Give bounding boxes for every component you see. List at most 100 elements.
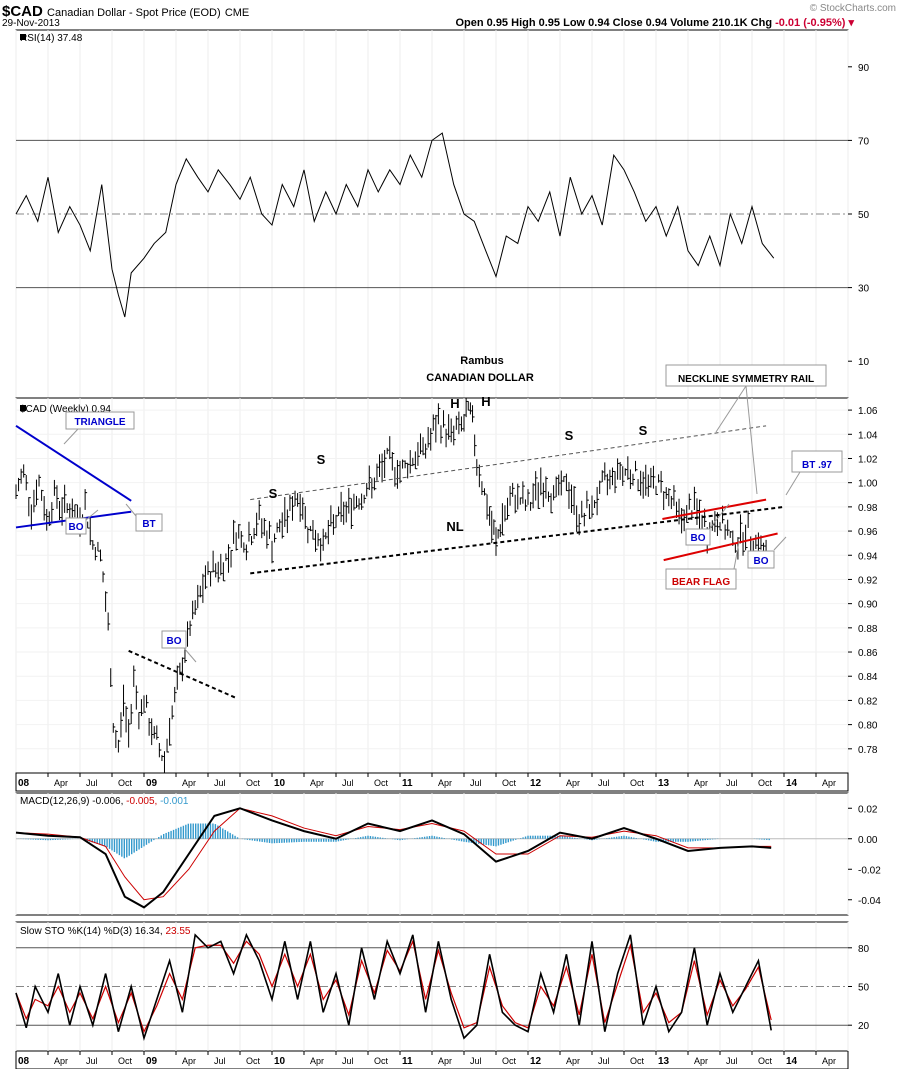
y-tick-label-price: 1.04 [858, 430, 878, 441]
x-tick-label-bottom: Jul [86, 1056, 98, 1066]
x-tick-label-top: Oct [630, 778, 645, 788]
bear-flag-upper-line [662, 498, 767, 520]
y-tick-label-rsi: 70 [858, 136, 870, 147]
annotation-triangle-box [65, 411, 135, 430]
y-tick-label-price: 1.00 [858, 479, 878, 490]
annotation-bo-1-label: BO [69, 522, 84, 533]
head-h-1: H [450, 396, 459, 411]
sto-label: Slow STO %K(14) %D(3) 16.34, 23.55 [20, 926, 191, 937]
x-tick-label-top: 10 [274, 778, 286, 789]
rail-pointer-1 [715, 385, 747, 433]
y-tick-label-price: 0.86 [858, 648, 878, 659]
x-tick-label-bottom: Apr [438, 1056, 452, 1066]
annotation-bo-4-label: BO [754, 556, 769, 567]
annotation-bo-1-box [65, 517, 87, 535]
x-tick-label-bottom: Oct [630, 1056, 645, 1066]
y-tick-label-sto: 80 [858, 944, 870, 955]
x-tick-label-top: Jul [726, 778, 738, 788]
x-tick-label-bottom: Apr [694, 1056, 708, 1066]
x-tick-label-top: Oct [502, 778, 517, 788]
x-tick-label-bottom: 12 [530, 1056, 542, 1067]
down-arrow-icon: ▾ [848, 17, 854, 29]
x-tick-label-top: Jul [598, 778, 610, 788]
annotation-triangle-label: TRIANGLE [74, 417, 125, 428]
y-tick-label-price: 0.88 [858, 624, 878, 635]
x-tick-label-bottom: 09 [146, 1056, 158, 1067]
x-tick-label-top: 11 [402, 778, 413, 789]
chart-symbol-title: $CAD Canadian Dollar - Spot Price (EOD) … [2, 3, 249, 20]
x-tick-label-bottom: 14 [786, 1056, 798, 1067]
y-tick-label-rsi: 50 [858, 210, 870, 221]
chart-author: Rambus [460, 355, 503, 367]
y-tick-label-macd: -0.04 [858, 896, 881, 907]
bo-3-pointer [709, 503, 730, 529]
x-tick-label-top: Oct [758, 778, 773, 788]
shoulder-s-4: S [639, 423, 648, 438]
neckline-symmetry-rail [250, 425, 767, 501]
rsi-marker [20, 34, 26, 40]
rail-pointer-2 [745, 385, 758, 495]
y-tick-label-rsi: 10 [858, 357, 870, 368]
x-tick-label-top: 08 [18, 778, 30, 789]
x-tick-label-top: Jul [86, 778, 98, 788]
x-tick-label-bottom: Apr [54, 1056, 68, 1066]
x-tick-label-bottom: Jul [726, 1056, 738, 1066]
x-tick-label-bottom: Oct [502, 1056, 517, 1066]
x-tick-label-top: Apr [694, 778, 708, 788]
chart-header: $CAD Canadian Dollar - Spot Price (EOD) … [0, 0, 900, 30]
open-value: 0.95 [486, 17, 509, 29]
x-tick-label-bottom: Apr [310, 1056, 324, 1066]
x-tick-label-bottom: Jul [598, 1056, 610, 1066]
price-marker [20, 405, 26, 411]
annotation-bo-4-box [747, 550, 775, 569]
y-tick-label-price: 0.94 [858, 551, 878, 562]
x-tick-label-top: 09 [146, 778, 158, 789]
y-tick-label-price: 0.84 [858, 672, 878, 683]
x-tick-label-bottom: 13 [658, 1056, 670, 1067]
head-h-2: H [481, 394, 490, 409]
y-tick-label-price: 0.98 [858, 503, 878, 514]
x-tick-label-top: Apr [822, 778, 836, 788]
x-tick-label-bottom: 11 [402, 1056, 413, 1067]
price-label: $CAD (Weekly) 0.94 [20, 404, 111, 415]
y-tick-label-price: 0.82 [858, 696, 878, 707]
macd-label: MACD(12,26,9) -0.006, -0.005, -0.001 [20, 796, 189, 807]
y-tick-label-price: 1.02 [858, 454, 878, 465]
x-tick-label-top: Jul [470, 778, 482, 788]
change-value: -0.01 (-0.95%) [775, 17, 846, 29]
high-value: 0.95 [538, 17, 561, 29]
shoulder-s-3: S [565, 428, 574, 443]
ohlc-readout: Open 0.95 High 0.95 Low 0.94 Close 0.94 … [455, 17, 854, 29]
bt-pointer [125, 503, 137, 517]
chart-title: CANADIAN DOLLAR [426, 372, 534, 384]
y-tick-label-macd: 0.00 [858, 835, 878, 846]
y-tick-label-price: 0.90 [858, 600, 878, 611]
rsi-label: RSI(14) 37.48 [20, 33, 83, 44]
sto-d-line [15, 939, 772, 1034]
x-tick-label-top: Apr [54, 778, 68, 788]
x-tick-label-top: 13 [658, 778, 670, 789]
x-tick-label-bottom: 08 [18, 1056, 30, 1067]
x-tick-label-top: Jul [342, 778, 354, 788]
y-tick-label-macd: 0.02 [858, 804, 878, 815]
x-tick-label-bottom: Oct [374, 1056, 389, 1066]
bo-4-pointer [773, 536, 787, 551]
bo-1-pointer [85, 509, 99, 521]
y-tick-label-price: 0.92 [858, 575, 878, 586]
annotation-bt-97-box [791, 450, 843, 473]
annotation-neckline-rail-label: NECKLINE SYMMETRY RAIL [678, 374, 814, 385]
x-tick-label-top: Apr [438, 778, 452, 788]
bo-2-pointer [183, 647, 197, 663]
y-tick-label-macd: -0.02 [858, 865, 881, 876]
triangle-pointer [63, 428, 79, 445]
y-tick-label-rsi: 30 [858, 284, 870, 295]
symbol: $CAD [2, 3, 43, 20]
x-tick-label-bottom: Apr [182, 1056, 196, 1066]
x-tick-label-top: 14 [786, 778, 798, 789]
x-tick-label-top: Apr [182, 778, 196, 788]
annotation-bo-2-label: BO [167, 636, 182, 647]
y-tick-label-price: 0.80 [858, 721, 878, 732]
x-tick-label-top: Oct [246, 778, 261, 788]
bt97-pointer [785, 471, 801, 496]
